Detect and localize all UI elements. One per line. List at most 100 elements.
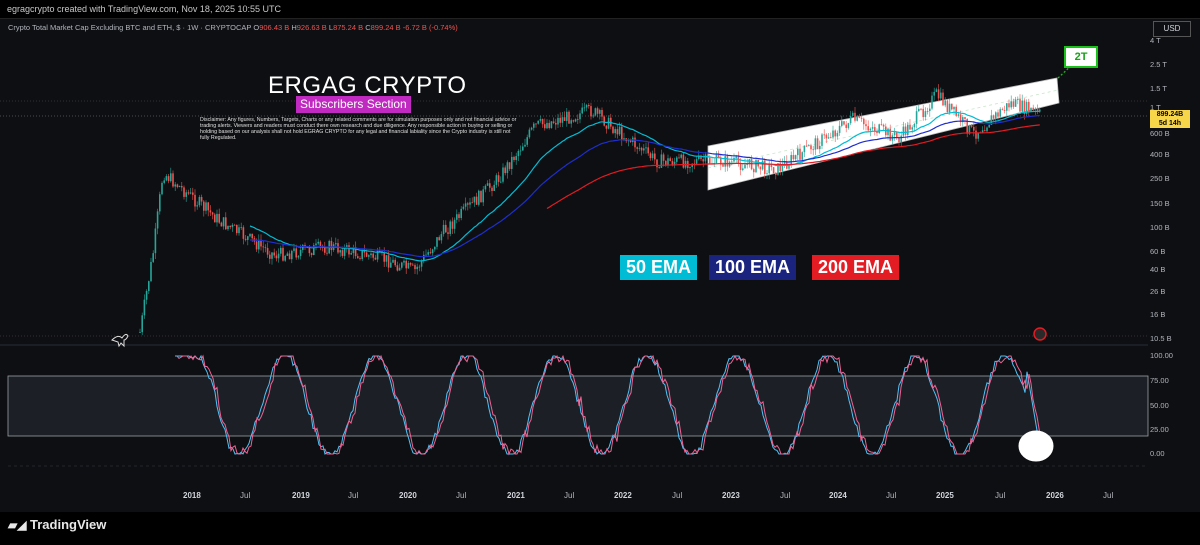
candle-body	[396, 265, 399, 271]
rising-channel	[707, 77, 1060, 191]
time-axis-tick: Jul	[240, 491, 251, 500]
author-line: egragcrypto created with TradingView.com…	[7, 4, 281, 14]
candle-body	[812, 149, 814, 151]
candle-body	[794, 155, 797, 160]
candle-body	[548, 122, 550, 129]
candle-body	[185, 192, 187, 197]
candle-body	[585, 105, 588, 108]
candle-body	[816, 138, 819, 150]
candle-body	[533, 123, 535, 128]
candle-body	[662, 154, 665, 161]
candle-body	[1030, 107, 1032, 112]
candle-body	[429, 252, 432, 254]
ema100-line	[249, 114, 1040, 258]
candle-body	[491, 187, 493, 191]
price-axis-tick: 100 B	[1150, 223, 1170, 232]
candle-body	[513, 156, 515, 161]
ema-lines-group	[249, 110, 1040, 262]
time-axis-tick: Jul	[456, 491, 467, 500]
candle-body	[519, 150, 522, 152]
currency-selector[interactable]: USD	[1153, 21, 1191, 37]
candle-body	[922, 108, 924, 118]
candle-body	[953, 106, 955, 110]
candle-body	[247, 236, 249, 240]
time-axis-tick: Jul	[886, 491, 897, 500]
candle-body	[907, 124, 909, 135]
subscribers-badge: Subscribers Section	[296, 96, 411, 113]
candle-body	[150, 261, 152, 282]
brand-name: TradingView	[30, 517, 107, 532]
candle-body	[937, 89, 940, 99]
candle-body	[500, 181, 502, 183]
candle-body	[858, 115, 861, 118]
candle-body	[165, 176, 168, 181]
candle-body	[918, 108, 920, 112]
candle-body	[555, 122, 557, 125]
osc-axis-tick: 50.00	[1150, 401, 1169, 410]
candle-body	[453, 219, 456, 229]
candle-body	[695, 159, 698, 164]
candle-body	[753, 169, 755, 173]
candle-body	[588, 105, 590, 107]
candle-body	[198, 197, 201, 206]
low-value: 875.24 B	[333, 23, 364, 32]
candle-body	[484, 185, 487, 190]
candle-body	[783, 161, 786, 164]
price-axis-tick: 2.5 T	[1150, 60, 1167, 69]
candle-body	[810, 145, 812, 150]
candle-body	[841, 121, 843, 126]
candle-body	[962, 117, 964, 123]
candle-body	[407, 263, 410, 269]
candle-body	[823, 134, 825, 136]
symbol-name[interactable]: Crypto Total Market Cap Excluding BTC an…	[8, 23, 252, 32]
candle-body	[898, 137, 900, 143]
stoch-d-line	[176, 354, 1046, 456]
ema50-label: 50 EMA	[620, 255, 698, 280]
time-axis-tick: 2024	[829, 491, 847, 500]
candle-body	[832, 130, 834, 138]
candle-body	[315, 243, 317, 246]
candle-body	[515, 156, 517, 161]
candle-body	[350, 253, 352, 255]
candle-body	[658, 167, 660, 169]
candle-body	[291, 250, 293, 260]
candle-body	[451, 221, 454, 229]
price-axis-tick: 1.5 T	[1150, 84, 1167, 93]
candle-body	[260, 239, 262, 247]
candle-body	[343, 247, 346, 256]
price-axis-tick: 600 B	[1150, 129, 1170, 138]
candle-body	[493, 184, 495, 191]
candle-body	[612, 126, 614, 134]
candle-body	[788, 164, 790, 169]
candle-body	[249, 233, 251, 237]
candle-body	[614, 129, 616, 134]
candle-body	[216, 213, 218, 223]
candle-body	[863, 118, 865, 125]
tradingview-logo[interactable]: ▰◢ TradingView	[8, 517, 106, 532]
tradingview-icon: ▰◢	[8, 518, 27, 532]
candle-body	[915, 111, 918, 124]
candle-body	[286, 253, 289, 256]
candle-body	[449, 221, 451, 234]
candle-body	[801, 152, 803, 160]
candle-body	[403, 260, 405, 263]
candle-body	[731, 161, 733, 163]
candle-body	[660, 154, 663, 168]
candle-body	[438, 237, 440, 241]
candle-body	[748, 159, 751, 165]
candle-body	[528, 129, 531, 138]
candle-body	[874, 127, 876, 132]
candle-body	[720, 157, 722, 165]
candle-body	[313, 245, 315, 256]
candle-body	[335, 243, 337, 245]
candle-body	[544, 124, 546, 129]
candle-body	[746, 164, 748, 165]
osc-axis-tick: 100.00	[1150, 351, 1173, 360]
candle-body	[192, 192, 194, 195]
candle-body	[156, 211, 159, 229]
candle-body	[324, 247, 326, 253]
candle-body	[691, 163, 693, 168]
candle-body	[530, 127, 533, 130]
candle-body	[766, 173, 768, 175]
